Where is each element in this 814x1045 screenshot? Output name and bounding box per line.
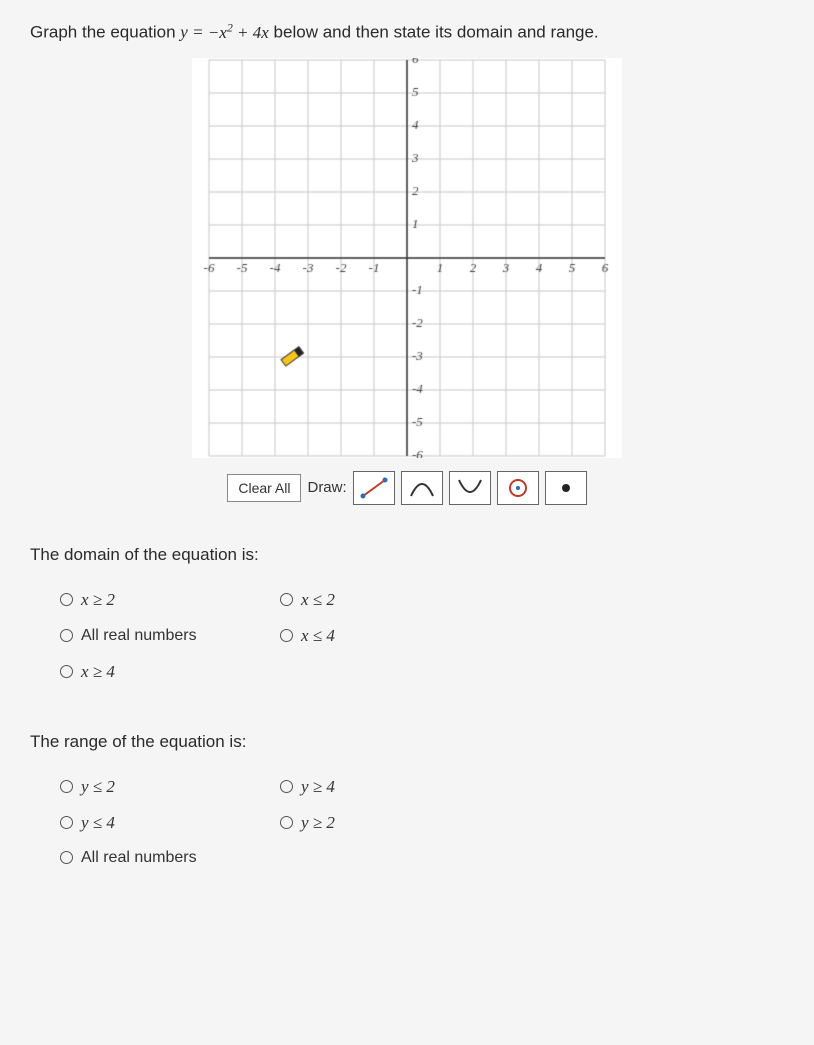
range-opt-y-ge-4[interactable]: y ≥ 4	[280, 777, 480, 797]
opt-label: y ≥ 4	[301, 777, 335, 797]
opt-label: y ≤ 2	[81, 777, 115, 797]
draw-toolbar: Clear All Draw:	[30, 471, 784, 505]
opt-label: x ≥ 4	[81, 662, 115, 682]
opt-label: All real numbers	[81, 849, 197, 867]
domain-label: The domain of the equation is:	[30, 545, 784, 565]
radio-icon	[280, 816, 293, 829]
radio-icon	[60, 593, 73, 606]
domain-opt-x-le-2[interactable]: x ≤ 2	[280, 590, 480, 610]
range-opt-y-ge-2[interactable]: y ≥ 2	[280, 813, 480, 833]
range-opt-all-real[interactable]: All real numbers	[60, 849, 280, 867]
opt-label: x ≤ 4	[301, 626, 335, 646]
range-opt-y-le-2[interactable]: y ≤ 2	[60, 777, 280, 797]
eq-lhs: y	[180, 23, 188, 42]
domain-opt-x-ge-2[interactable]: x ≥ 2	[60, 590, 280, 610]
radio-icon	[280, 780, 293, 793]
graph-area[interactable]	[192, 58, 622, 463]
opt-label: y ≤ 4	[81, 813, 115, 833]
tool-parabola-down[interactable]	[401, 471, 443, 505]
tool-parabola-up[interactable]	[449, 471, 491, 505]
range-options: y ≤ 2 y ≥ 4 y ≤ 4 y ≥ 2 All real numbers	[60, 777, 784, 867]
domain-options: x ≥ 2 x ≤ 2 All real numbers x ≤ 4 x ≥ 4	[60, 590, 784, 682]
clear-all-button[interactable]: Clear All	[227, 474, 301, 502]
radio-icon	[280, 629, 293, 642]
range-opt-y-le-4[interactable]: y ≤ 4	[60, 813, 280, 833]
opt-label: x ≥ 2	[81, 590, 115, 610]
domain-opt-all-real[interactable]: All real numbers	[60, 626, 280, 646]
question-prefix: Graph the equation	[30, 23, 180, 42]
domain-opt-x-le-4[interactable]: x ≤ 4	[280, 626, 480, 646]
opt-label: All real numbers	[81, 627, 197, 645]
question-suffix: below and then state its domain and rang…	[269, 23, 599, 42]
tool-line[interactable]	[353, 471, 395, 505]
opt-label: x ≤ 2	[301, 590, 335, 610]
radio-icon	[60, 851, 73, 864]
question-text: Graph the equation y = −x2 + 4x below an…	[30, 20, 784, 43]
radio-icon	[60, 816, 73, 829]
range-label: The range of the equation is:	[30, 732, 784, 752]
opt-label: y ≥ 2	[301, 813, 335, 833]
draw-label: Draw:	[307, 479, 346, 496]
domain-opt-x-ge-4[interactable]: x ≥ 4	[60, 662, 280, 682]
radio-icon	[60, 780, 73, 793]
radio-icon	[60, 665, 73, 678]
tool-point[interactable]	[545, 471, 587, 505]
radio-icon	[60, 629, 73, 642]
tool-circle[interactable]	[497, 471, 539, 505]
eq-rhs: −x2 + 4x	[208, 23, 269, 42]
radio-icon	[280, 593, 293, 606]
